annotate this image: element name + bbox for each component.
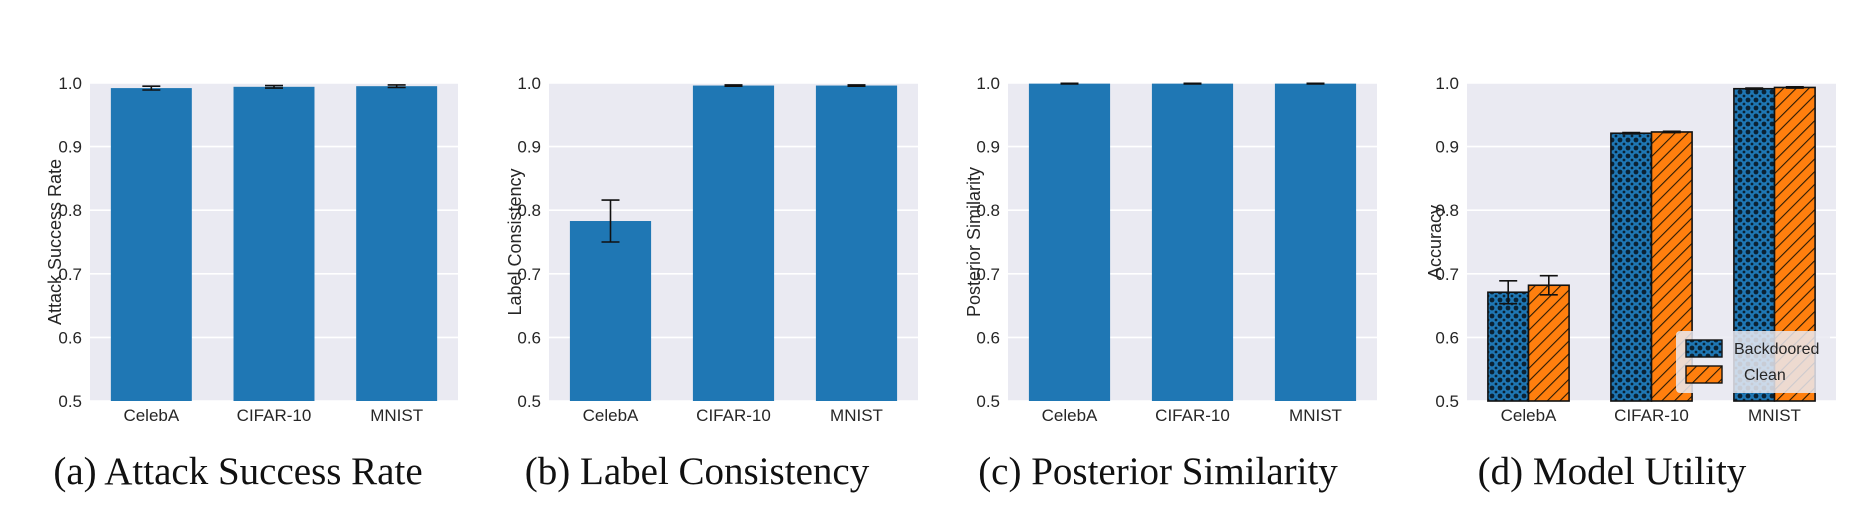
chart-panel-1: 0.5 0.6 0.7 0.8 0.9 1.0 Attack Success Rate Cel… xyxy=(45,74,458,493)
y-tick-label: 1.0 xyxy=(517,74,541,93)
x-tick-label: CelebA xyxy=(123,406,179,425)
y-tick-label: 1.0 xyxy=(1435,74,1459,93)
y-tick-label: 1.0 xyxy=(976,74,1000,93)
error-bar xyxy=(265,84,283,89)
bar-celeba-backdoored xyxy=(1487,291,1530,402)
subfigure-caption: (b) Label Consistency xyxy=(525,450,870,493)
y-tick-label: 0.5 xyxy=(58,392,82,411)
error-bar xyxy=(1060,82,1079,85)
y-tick-label: 0.9 xyxy=(1435,138,1459,157)
chart-panel-3: 0.5 0.6 0.7 0.8 0.9 1.0 Posterior Similarity Ce… xyxy=(964,74,1377,493)
y-tick-label: 1.0 xyxy=(58,74,82,93)
error-bar xyxy=(1745,87,1764,91)
y-tick-label: 0.6 xyxy=(517,328,541,347)
error-bar xyxy=(142,85,161,91)
y-axis-label: Attack Success Rate xyxy=(45,159,65,325)
error-bar xyxy=(1183,82,1202,85)
y-tick-label: 0.8 xyxy=(58,201,82,220)
y-tick-label: 0.9 xyxy=(58,138,82,157)
y-tick-label: 0.8 xyxy=(517,201,541,220)
bar-cifar-10-backdoored xyxy=(1610,132,1653,402)
x-tick-label: MNIST xyxy=(370,406,423,425)
x-tick-label: MNIST xyxy=(1289,406,1342,425)
y-tick-label: 0.7 xyxy=(517,265,541,284)
error-bar xyxy=(724,84,743,87)
bar-cifar-10 xyxy=(692,85,775,401)
chart-panel-2: 0.5 0.6 0.7 0.8 0.9 1.0 Label Consistency Celeb… xyxy=(505,74,918,493)
bar-celeba xyxy=(569,221,652,401)
legend: Backdoored Clean xyxy=(1676,331,1830,393)
subfigure-caption: (a) Attack Success Rate xyxy=(53,450,422,493)
error-bar xyxy=(1785,86,1804,89)
x-tick-label: CIFAR-10 xyxy=(1155,406,1230,425)
y-tick-label: 0.7 xyxy=(58,265,82,284)
error-bar xyxy=(1622,131,1641,135)
y-tick-label: 0.5 xyxy=(976,392,1000,411)
error-bar xyxy=(601,199,620,243)
y-tick-label: 0.7 xyxy=(1435,265,1459,284)
y-axis-label: Posterior Similarity xyxy=(964,167,984,317)
y-tick-label: 0.7 xyxy=(976,265,1000,284)
bar-cifar-10 xyxy=(233,86,315,401)
error-bar xyxy=(1539,274,1558,296)
bar-mnist xyxy=(815,85,898,401)
y-tick-label: 0.8 xyxy=(976,201,1000,220)
error-bar xyxy=(1662,130,1681,134)
error-bar xyxy=(847,84,866,87)
error-bar xyxy=(1499,279,1518,305)
x-tick-label: MNIST xyxy=(1748,406,1801,425)
legend-label: Clean xyxy=(1744,367,1786,384)
chart-panel-4: 0.5 0.6 0.7 0.8 0.9 1.0 Accuracy CelebA CIFAR-10… xyxy=(1425,74,1836,493)
subfigure-caption: (c) Posterior Similarity xyxy=(978,450,1338,493)
y-tick-label: 0.8 xyxy=(1435,201,1459,220)
bar-celeba-clean xyxy=(1527,284,1570,402)
y-tick-label: 0.5 xyxy=(1435,392,1459,411)
y-tick-label: 0.6 xyxy=(1435,328,1459,347)
y-tick-label: 0.9 xyxy=(517,138,541,157)
y-axis-label: Accuracy xyxy=(1425,205,1445,279)
x-tick-label: MNIST xyxy=(830,406,883,425)
x-tick-label: CIFAR-10 xyxy=(1614,406,1689,425)
bar-mnist xyxy=(356,86,438,402)
x-tick-label: CelebA xyxy=(583,406,639,425)
y-tick-label: 0.6 xyxy=(976,328,1000,347)
error-bar xyxy=(387,84,406,89)
x-tick-label: CelebA xyxy=(1042,406,1098,425)
bar-cifar-10 xyxy=(1151,83,1234,402)
x-tick-label: CelebA xyxy=(1501,406,1557,425)
bar-celeba xyxy=(110,88,192,401)
y-tick-label: 0.9 xyxy=(976,138,1000,157)
error-bar xyxy=(1306,82,1325,85)
subfigure-caption: (d) Model Utility xyxy=(1478,450,1747,493)
legend-label: Backdoored xyxy=(1734,341,1819,358)
legend-swatch xyxy=(1685,365,1723,384)
x-tick-label: CIFAR-10 xyxy=(696,406,771,425)
bar-celeba xyxy=(1028,83,1111,402)
legend-swatch xyxy=(1685,339,1723,358)
bar-mnist xyxy=(1274,83,1357,402)
y-axis-label: Label Consistency xyxy=(505,168,525,315)
x-tick-label: CIFAR-10 xyxy=(237,406,312,425)
y-tick-label: 0.5 xyxy=(517,392,541,411)
y-tick-label: 0.6 xyxy=(58,328,82,347)
